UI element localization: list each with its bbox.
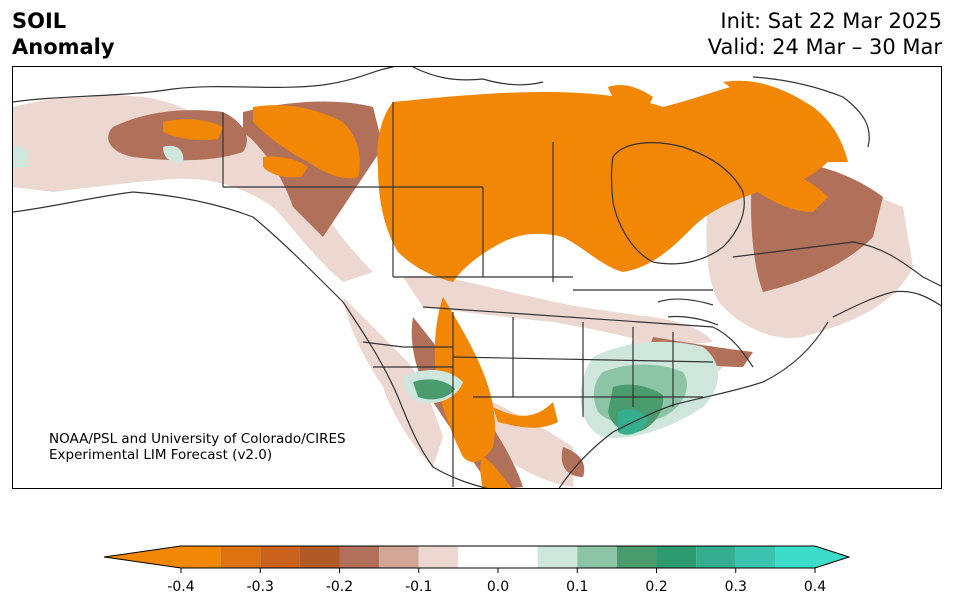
colorbar-bin — [616, 546, 657, 568]
map-borders — [13, 67, 941, 488]
forecast-dates: Init: Sat 22 Mar 2025 Valid: 24 Mar – 30… — [708, 8, 942, 60]
colorbar-tick-label: -0.4 — [167, 579, 195, 595]
colorbar-bin — [220, 546, 261, 568]
colorbar: -0.4 -0.3 -0.2 -0.1 0.0 0.1 0.2 0.3 0.4 — [0, 540, 954, 608]
credit-line-2: Experimental LIM Forecast (v2.0) — [49, 447, 273, 463]
colorbar-tick-label: 0.2 — [645, 579, 668, 595]
colorbar-bin — [339, 546, 380, 568]
colorbar-bin — [379, 546, 419, 568]
colorbar-tick-label: -0.3 — [246, 579, 274, 595]
credit-line-1: NOAA/PSL and University of Colorado/CIRE… — [49, 431, 346, 447]
data-credit: NOAA/PSL and University of Colorado/CIRE… — [49, 431, 346, 463]
title-line-2: Anomaly — [12, 35, 115, 59]
anomaly-map — [12, 66, 942, 489]
map-title: SOIL Anomaly — [12, 8, 115, 60]
colorbar-tick-label: 0.1 — [566, 579, 589, 595]
colorbar-bin — [656, 546, 697, 568]
colorbar-bin — [418, 546, 459, 568]
colorbar-over-arrow — [815, 546, 849, 568]
colorbar-bin — [735, 546, 776, 568]
colorbar-bin — [181, 546, 221, 568]
colorbar-tick-label: 0.0 — [486, 579, 510, 595]
colorbar-tick-label: 0.4 — [803, 579, 827, 595]
map-canvas — [13, 67, 941, 488]
valid-dates: Valid: 24 Mar – 30 Mar — [707, 35, 942, 59]
colorbar-graphic — [103, 545, 851, 573]
init-date: Init: Sat 22 Mar 2025 — [720, 9, 942, 33]
colorbar-bin — [577, 546, 617, 568]
anomaly-strong-negative — [163, 80, 848, 488]
colorbar-tick-label: -0.2 — [325, 579, 354, 595]
colorbar-under-arrow — [104, 546, 181, 568]
colorbar-bin — [458, 546, 538, 568]
colorbar-tick-label: -0.1 — [405, 579, 433, 595]
colorbar-bin — [537, 546, 578, 568]
colorbar-tick-label: 0.3 — [724, 579, 747, 595]
colorbar-bin — [299, 546, 340, 568]
colorbar-bin — [775, 546, 815, 568]
colorbar-bin — [260, 546, 300, 568]
title-line-1: SOIL — [12, 9, 67, 33]
colorbar-bin — [696, 546, 736, 568]
